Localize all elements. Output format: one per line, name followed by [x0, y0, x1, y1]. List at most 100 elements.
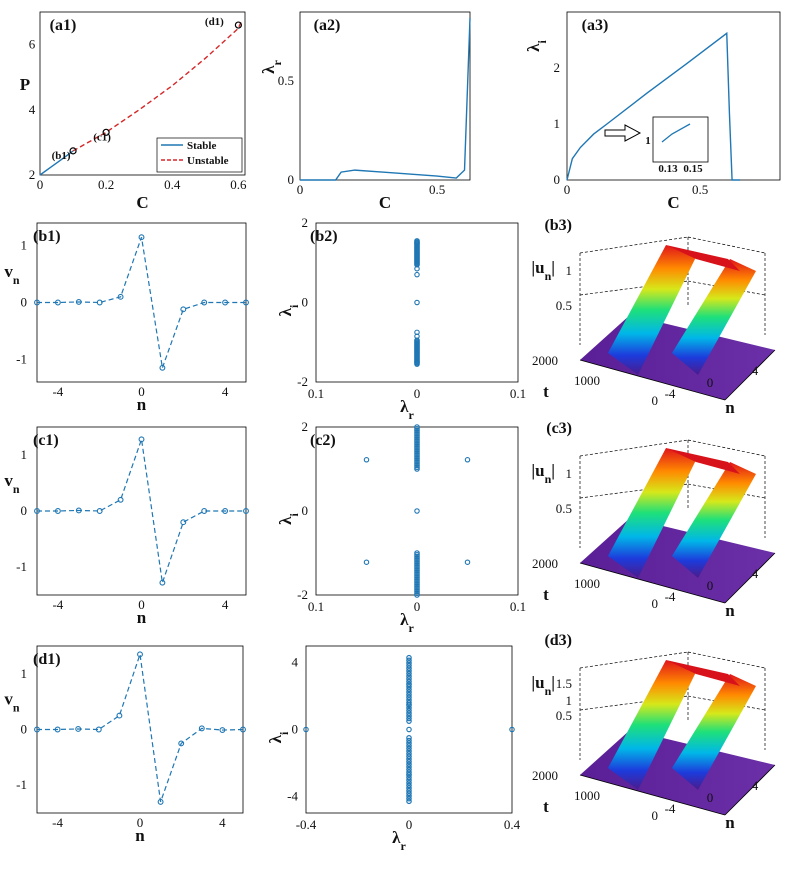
eigenvalue-point — [414, 445, 420, 451]
y-tick-label: 0 — [554, 172, 561, 187]
y-axis-label: vn — [4, 689, 20, 714]
profile-point — [222, 299, 229, 306]
y-axis-label: λi — [276, 304, 301, 316]
eigenvalue-point — [414, 583, 420, 590]
profile-point — [54, 508, 61, 514]
eigenvalue-point — [414, 462, 420, 469]
eigenvalue-point — [406, 726, 412, 733]
eigenvalue-point — [406, 795, 412, 802]
eigenvalue-point — [406, 777, 412, 783]
n-axis-label-text: n — [725, 398, 735, 417]
eigenvalue-point — [414, 576, 420, 583]
y-tick-label: -1 — [16, 777, 27, 792]
y-tick-label: 0 — [302, 503, 309, 518]
eigenvalue-point — [509, 726, 515, 733]
eigenvalue-point — [406, 769, 412, 776]
marker-point — [102, 128, 110, 136]
eigenvalue-point — [406, 713, 412, 719]
eigenvalue-point — [406, 694, 412, 701]
profile-line — [37, 439, 246, 583]
axis-line — [724, 764, 776, 816]
eigenvalue-point — [414, 592, 420, 598]
eigenvalue-point — [406, 766, 412, 773]
panel-label: (c3) — [546, 420, 572, 437]
eigenvalue-point — [414, 453, 420, 460]
x-tick-label: 4 — [222, 597, 229, 612]
y-tick-label: 4 — [292, 655, 299, 670]
profile-point — [240, 726, 246, 733]
surface-ridge-top — [666, 245, 740, 271]
chart-d1: -4 0 4 -1 0 1 n vn (d1) — [4, 645, 246, 845]
y-tick-label: -2 — [297, 587, 308, 602]
eigenvalue-point — [414, 464, 420, 471]
x-tick-label: 0 — [138, 384, 145, 399]
y-axis-label-text: λi — [266, 731, 291, 743]
eigenvalue-point — [414, 455, 420, 462]
z-tick-label: 1 — [566, 466, 573, 481]
profile-point — [34, 508, 40, 514]
marker-label: (b1) — [52, 150, 71, 162]
y-axis-label-text: vn — [4, 262, 20, 287]
x-tick-label: 0.1 — [510, 599, 526, 614]
eigenvalue-point — [414, 427, 420, 434]
chart-b1: -4 0 4 -1 0 1 n vn (b1) — [4, 222, 249, 414]
profile-point — [117, 496, 124, 503]
z-axis-label: |un| — [531, 673, 555, 698]
series-line — [566, 31, 741, 181]
t-tick-label: 1000 — [574, 788, 600, 803]
eigenvalue-point — [414, 450, 420, 457]
eigenvalue-point — [363, 457, 370, 463]
b2-frame — [315, 222, 519, 383]
profile-point — [34, 726, 40, 733]
eigenvalue-point — [414, 446, 420, 453]
eigenvalue-point — [406, 707, 412, 714]
x-axis-label-text: λr — [392, 828, 406, 853]
x-tick-label: -4 — [52, 815, 63, 830]
eigenvalue-point — [414, 452, 420, 458]
a3-frame — [566, 11, 781, 181]
eigenvalue-point — [414, 569, 420, 576]
x-tick-label: -0.4 — [296, 817, 317, 832]
x-tick-label: 0 — [406, 817, 413, 832]
chart-b3: 0.5 1 2000 1000 0 -4 0 4 t n |un| (b3) — [531, 217, 776, 417]
eigenvalue-point — [414, 562, 420, 569]
eigenvalue-point — [414, 265, 420, 272]
x-tick-label: 0.4 — [504, 817, 521, 832]
chart-d3: 0.51 1.5 2000 1000 0 -4 0 4 t n |un| (d3) — [531, 632, 776, 832]
profile-point — [201, 508, 208, 514]
y-axis-label-text: λr — [259, 59, 284, 73]
n-tick-label: 0 — [707, 578, 714, 593]
x-tick-label: 0.2 — [98, 177, 114, 192]
eigenvalue-point — [406, 654, 412, 661]
marker-point — [69, 147, 77, 155]
y-tick-label: 0 — [292, 722, 299, 737]
y-tick-label: 2 — [302, 419, 309, 434]
y-tick-label: -4 — [287, 788, 298, 803]
t-tick-label: 2000 — [532, 768, 558, 783]
x-tick-label: 0.1 — [510, 386, 526, 401]
axis-line — [724, 552, 776, 604]
profile-point — [75, 298, 82, 305]
eigenvalue-point — [414, 586, 420, 593]
eigenvalue-point — [414, 299, 420, 306]
profile-point — [95, 726, 102, 733]
axis-line — [579, 774, 726, 816]
axis-line — [579, 359, 726, 401]
eigenvalue-point — [406, 689, 412, 695]
x-tick-label: 0.1 — [308, 386, 324, 401]
profile-line — [37, 236, 246, 369]
eigenvalue-point — [406, 798, 412, 805]
eigenvalue-point — [406, 758, 412, 765]
box-edge — [687, 483, 766, 499]
t-axis-label: t — [543, 585, 549, 604]
n-axis-label-text: n — [725, 813, 735, 832]
eigenvalue-point — [406, 756, 412, 762]
t-tick-label: 0 — [652, 596, 659, 611]
eigenvalue-point — [414, 443, 420, 450]
surface-ridge — [672, 259, 756, 375]
n-tick-label: -4 — [665, 386, 676, 401]
box-edge — [579, 236, 689, 254]
surface-ridge — [672, 674, 756, 790]
y-axis-label: λr — [259, 59, 284, 73]
